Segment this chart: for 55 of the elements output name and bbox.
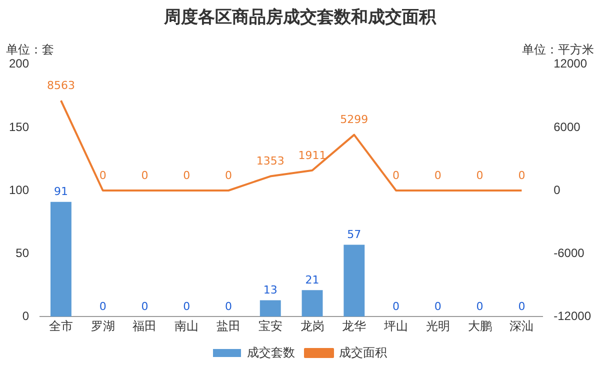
y2-tick-label: -6000	[554, 246, 585, 260]
y2-tick-label: 12000	[554, 56, 588, 71]
x-tick-label: 深汕	[510, 319, 534, 334]
x-tick-label: 宝安	[258, 319, 282, 334]
y-axis-title: 单位：套	[6, 42, 54, 57]
data-label: 0	[99, 300, 106, 313]
x-tick-label: 龙华	[342, 319, 366, 334]
data-label: 0	[434, 168, 442, 182]
data-label: 0	[518, 300, 526, 313]
data-label: 0	[183, 168, 190, 182]
data-label: 0	[183, 300, 190, 313]
x-tick-label: 罗湖	[90, 319, 115, 334]
data-label: 0	[141, 300, 148, 313]
data-label: 5299	[340, 113, 368, 126]
data-label: 0	[434, 300, 442, 313]
data-label: 0	[476, 300, 484, 313]
y2-axis-title: 单位：平方米	[522, 42, 594, 57]
data-label: 0	[476, 168, 484, 182]
data-label: 0	[141, 168, 148, 182]
data-label: 8563	[46, 78, 75, 92]
y-tick-label: 100	[8, 182, 30, 197]
x-tick-label: 福田	[132, 319, 157, 334]
x-tick-label: 光明	[426, 319, 450, 334]
data-label: 0	[225, 300, 232, 313]
bar	[50, 202, 72, 317]
x-tick-label: 大鹏	[468, 319, 492, 334]
y-tick-label: 200	[8, 56, 30, 71]
data-label: 0	[518, 168, 526, 182]
data-label: 0	[99, 168, 106, 182]
y-tick-label: 50	[16, 246, 30, 260]
y-tick-label: 0	[22, 308, 30, 323]
data-label: 13	[263, 284, 278, 297]
chart-title: 周度各区商品房成交套数和成交面积	[163, 8, 437, 28]
legend-label: 成交面积	[339, 345, 387, 360]
data-label: 57	[347, 228, 362, 242]
bar	[344, 244, 365, 317]
data-label: 21	[305, 273, 320, 286]
x-tick-label: 南山	[174, 319, 199, 334]
data-label: 0	[225, 168, 232, 182]
x-tick-label: 龙岗	[300, 319, 324, 334]
x-tick-label: 全市	[48, 319, 73, 334]
y2-tick-label: 6000	[554, 120, 581, 134]
bar	[302, 290, 323, 317]
x-tick-label: 坪山	[383, 319, 408, 334]
bar	[260, 300, 281, 317]
data-label: 1911	[298, 148, 326, 162]
data-label: 1353	[256, 154, 284, 168]
y-tick-label: 150	[8, 120, 30, 134]
legend-label: 成交套数	[247, 345, 295, 360]
y2-tick-label: -12000	[554, 308, 592, 323]
x-tick-label: 盐田	[216, 319, 240, 334]
y2-tick-label: 0	[554, 182, 561, 197]
data-label: 91	[54, 185, 68, 198]
data-label: 0	[392, 168, 400, 182]
data-label: 0	[392, 300, 400, 313]
